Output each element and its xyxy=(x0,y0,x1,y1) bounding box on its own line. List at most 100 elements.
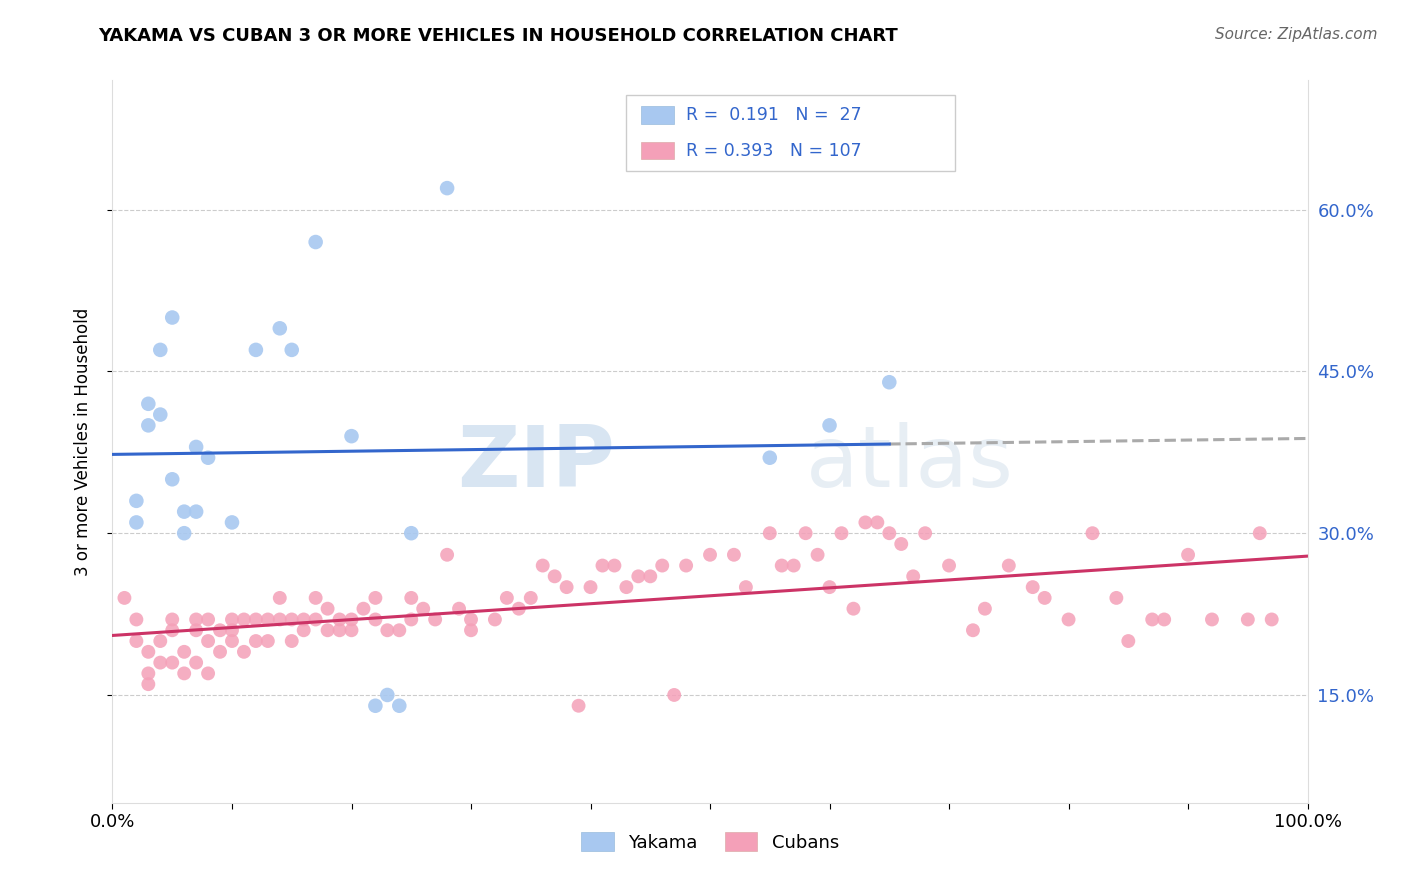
Point xyxy=(269,321,291,335)
Point xyxy=(460,624,482,638)
Point xyxy=(436,548,458,562)
Point xyxy=(340,429,363,443)
Point xyxy=(484,612,506,626)
Point xyxy=(305,235,328,249)
Point xyxy=(269,612,291,626)
Point xyxy=(186,440,208,454)
Point xyxy=(616,580,638,594)
Point xyxy=(329,612,352,626)
Point xyxy=(531,558,554,573)
Point xyxy=(555,580,578,594)
Y-axis label: 3 or more Vehicles in Household: 3 or more Vehicles in Household xyxy=(73,308,91,575)
Point xyxy=(1201,612,1223,626)
Point xyxy=(114,591,135,605)
Point xyxy=(447,601,470,615)
Point xyxy=(305,591,328,605)
Point xyxy=(186,612,208,626)
Point xyxy=(436,181,458,195)
Point xyxy=(1118,634,1140,648)
Point xyxy=(603,558,626,573)
Point xyxy=(149,408,172,422)
Point xyxy=(1105,591,1128,605)
Point xyxy=(186,656,208,670)
Point xyxy=(388,698,411,713)
Point xyxy=(866,516,889,530)
Point xyxy=(890,537,912,551)
Point xyxy=(364,612,387,626)
Point xyxy=(818,580,841,594)
Point xyxy=(651,558,673,573)
Point xyxy=(245,343,267,357)
Point xyxy=(675,558,697,573)
Point xyxy=(197,634,219,648)
Point xyxy=(197,450,219,465)
Point xyxy=(664,688,686,702)
Point xyxy=(173,666,195,681)
Point xyxy=(221,624,243,638)
Point xyxy=(209,624,232,638)
Point xyxy=(579,580,602,594)
Point xyxy=(173,645,195,659)
Point xyxy=(316,601,339,615)
Point xyxy=(1177,548,1199,562)
Point xyxy=(162,310,183,325)
Point xyxy=(818,418,841,433)
Text: YAKAMA VS CUBAN 3 OR MORE VEHICLES IN HOUSEHOLD CORRELATION CHART: YAKAMA VS CUBAN 3 OR MORE VEHICLES IN HO… xyxy=(98,27,898,45)
Point xyxy=(162,624,183,638)
Point xyxy=(520,591,543,605)
Point xyxy=(807,548,830,562)
Point xyxy=(831,526,853,541)
Point xyxy=(125,612,148,626)
Point xyxy=(138,645,160,659)
Point xyxy=(281,612,304,626)
Point xyxy=(364,698,387,713)
Point xyxy=(425,612,447,626)
Point xyxy=(221,634,243,648)
Point xyxy=(543,569,565,583)
Point xyxy=(149,343,172,357)
Point xyxy=(340,612,363,626)
Point xyxy=(1081,526,1104,541)
Point xyxy=(245,612,267,626)
Point xyxy=(903,569,925,583)
Point xyxy=(186,505,208,519)
Point xyxy=(352,601,374,615)
Point xyxy=(998,558,1021,573)
Point xyxy=(592,558,614,573)
Point xyxy=(125,493,148,508)
Point xyxy=(340,624,363,638)
Text: R =  0.191   N =  27: R = 0.191 N = 27 xyxy=(686,106,862,125)
Point xyxy=(245,634,267,648)
Point xyxy=(281,634,304,648)
Point xyxy=(125,516,148,530)
Point xyxy=(842,601,865,615)
FancyBboxPatch shape xyxy=(641,142,675,159)
Point xyxy=(699,548,721,562)
Point xyxy=(209,645,232,659)
Point xyxy=(794,526,817,541)
Point xyxy=(401,526,423,541)
Point xyxy=(377,624,399,638)
Point xyxy=(257,612,280,626)
Point xyxy=(173,526,195,541)
Point xyxy=(221,516,243,530)
Point xyxy=(377,688,399,702)
FancyBboxPatch shape xyxy=(641,106,675,124)
Point xyxy=(879,376,901,390)
Point xyxy=(364,591,387,605)
Point xyxy=(460,612,482,626)
Point xyxy=(770,558,793,573)
Point xyxy=(401,591,423,605)
Point xyxy=(412,601,434,615)
Point xyxy=(292,624,315,638)
Point xyxy=(186,624,208,638)
Point xyxy=(162,472,183,486)
Point xyxy=(162,612,183,626)
Point xyxy=(782,558,804,573)
Point xyxy=(281,343,304,357)
Text: ZIP: ZIP xyxy=(457,422,614,505)
Point xyxy=(1057,612,1080,626)
Point xyxy=(292,612,315,626)
Point xyxy=(1033,591,1056,605)
Point xyxy=(1142,612,1164,626)
